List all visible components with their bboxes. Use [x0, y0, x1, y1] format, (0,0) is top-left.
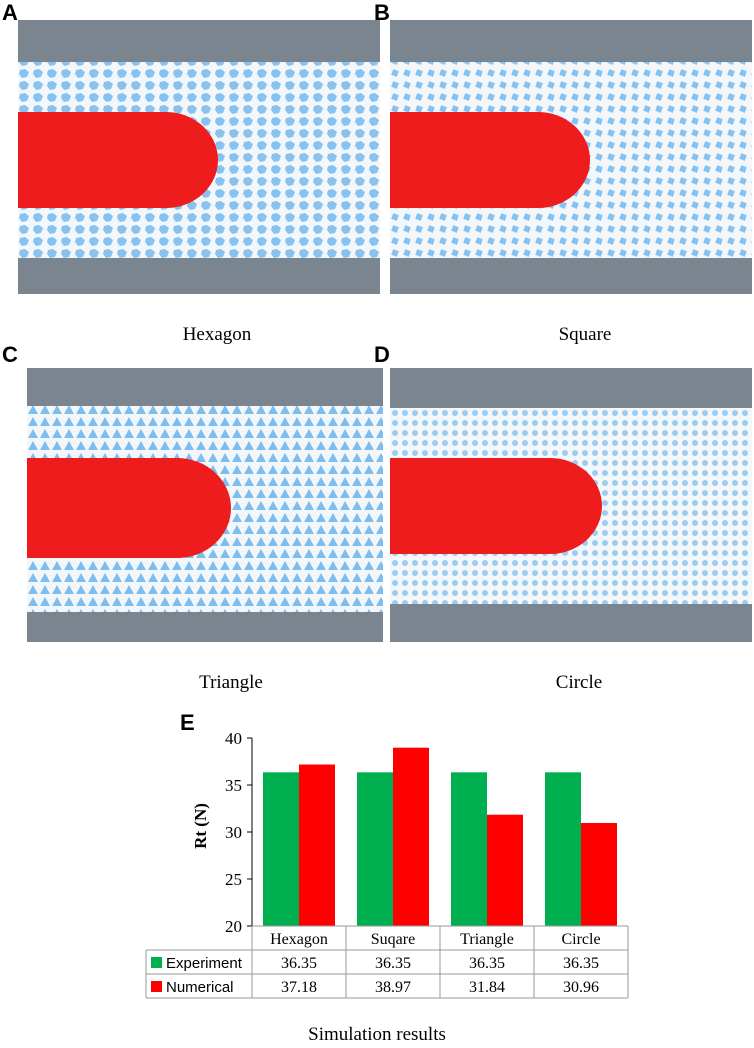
table-cell-experiment-2: 36.35 — [469, 955, 505, 972]
bar-numerical-circle — [581, 822, 617, 926]
legend-label-experiment: Experiment — [166, 955, 243, 972]
y-tick-label-3: 35 — [225, 776, 242, 795]
bar-experiment-suqare — [357, 772, 393, 926]
table-cell-experiment-0: 36.35 — [281, 955, 317, 972]
y-tick-label-2: 30 — [225, 823, 242, 842]
simulation-image-hexagon — [18, 20, 380, 294]
legend-swatch-experiment — [151, 957, 162, 968]
bar-numerical-suqare — [393, 747, 429, 926]
caption-hexagon: Hexagon — [182, 324, 252, 345]
figure-caption: Simulation results — [308, 1024, 446, 1045]
rt-bar-chart: E Rt (N) 20 25 30 35 40 Hexagon Suqare Triangl… — [145, 710, 629, 999]
y-tick-label-1: 25 — [225, 870, 242, 889]
y-axis: 20 25 30 35 40 — [225, 729, 253, 936]
legend-swatch-numerical — [151, 981, 162, 992]
data-table: Hexagon Suqare Triangle Circle Experiment 36.… — [145, 925, 629, 999]
bar-experiment-circle — [545, 772, 581, 926]
x-category-label-3: Circle — [561, 931, 600, 948]
table-cell-numerical-2: 31.84 — [469, 979, 505, 996]
caption-square: Square — [558, 324, 612, 345]
caption-circle: Circle — [555, 672, 603, 693]
panel-label-c: C — [2, 342, 18, 367]
panel-label-a: A — [2, 0, 18, 25]
bar-numerical-triangle — [487, 814, 523, 926]
bar-numerical-hexagon — [299, 764, 335, 926]
x-category-label-0: Hexagon — [270, 931, 328, 948]
y-axis-label: Rt (N) — [191, 803, 210, 849]
table-cell-experiment-1: 36.35 — [375, 955, 411, 972]
y-tick-label-4: 40 — [225, 729, 242, 748]
panel-label-e: E — [180, 710, 195, 735]
table-cell-numerical-0: 37.18 — [281, 979, 317, 996]
simulation-image-square — [390, 20, 752, 294]
legend-label-numerical: Numerical — [166, 979, 234, 996]
bar-experiment-hexagon — [263, 772, 299, 926]
panel-label-b: B — [374, 0, 390, 25]
bar-experiment-triangle — [451, 772, 487, 926]
simulation-image-triangle — [27, 368, 383, 642]
x-category-label-2: Triangle — [460, 931, 514, 948]
table-cell-numerical-3: 30.96 — [563, 979, 599, 996]
caption-triangle: Triangle — [199, 672, 263, 693]
simulation-image-circle — [390, 368, 752, 642]
panel-label-d: D — [374, 342, 390, 367]
table-cell-experiment-3: 36.35 — [563, 955, 599, 972]
table-cell-numerical-1: 38.97 — [375, 979, 411, 996]
x-category-label-1: Suqare — [371, 931, 415, 948]
bar-series — [263, 747, 617, 926]
y-tick-label-0: 20 — [225, 917, 242, 936]
